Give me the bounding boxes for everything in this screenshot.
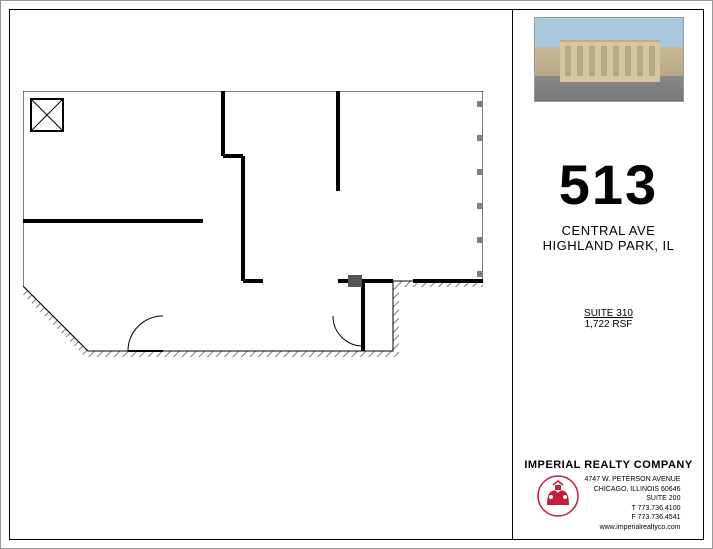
company-suite: SUITE 200 bbox=[585, 494, 681, 503]
company-address1: 4747 W. PETERSON AVENUE bbox=[585, 475, 681, 484]
sidebar: 513 CENTRAL AVE HIGHLAND PARK, IL SUITE … bbox=[512, 9, 704, 540]
suite-area: 1,722 RSF bbox=[584, 319, 633, 330]
company-name: IMPERIAL REALTY COMPANY bbox=[519, 459, 698, 471]
page: 513 CENTRAL AVE HIGHLAND PARK, IL SUITE … bbox=[0, 0, 713, 549]
company-details: 4747 W. PETERSON AVENUE CHICAGO, ILLINOI… bbox=[585, 475, 681, 532]
floor-plan bbox=[23, 91, 483, 391]
building-photo bbox=[534, 17, 684, 102]
suite-block: SUITE 310 1,722 RSF bbox=[584, 308, 633, 330]
address-street: CENTRAL AVE bbox=[543, 223, 675, 238]
company-block: IMPERIAL REALTY COMPANY 4747 W. PETERSON… bbox=[519, 459, 698, 532]
company-website: www.imperialrealtyco.com bbox=[585, 523, 681, 532]
company-phone: T 773.736.4100 bbox=[585, 504, 681, 513]
address-number: 513 bbox=[543, 157, 675, 213]
company-logo bbox=[537, 475, 579, 517]
address-city: HIGHLAND PARK, IL bbox=[543, 238, 675, 253]
address-block: 513 CENTRAL AVE HIGHLAND PARK, IL bbox=[543, 157, 675, 253]
company-address2: CHICAGO, ILLINOIS 60646 bbox=[585, 485, 681, 494]
main-panel bbox=[1, 1, 512, 548]
suite-label: SUITE 310 bbox=[584, 308, 633, 319]
company-fax: F 773.736.4541 bbox=[585, 513, 681, 522]
